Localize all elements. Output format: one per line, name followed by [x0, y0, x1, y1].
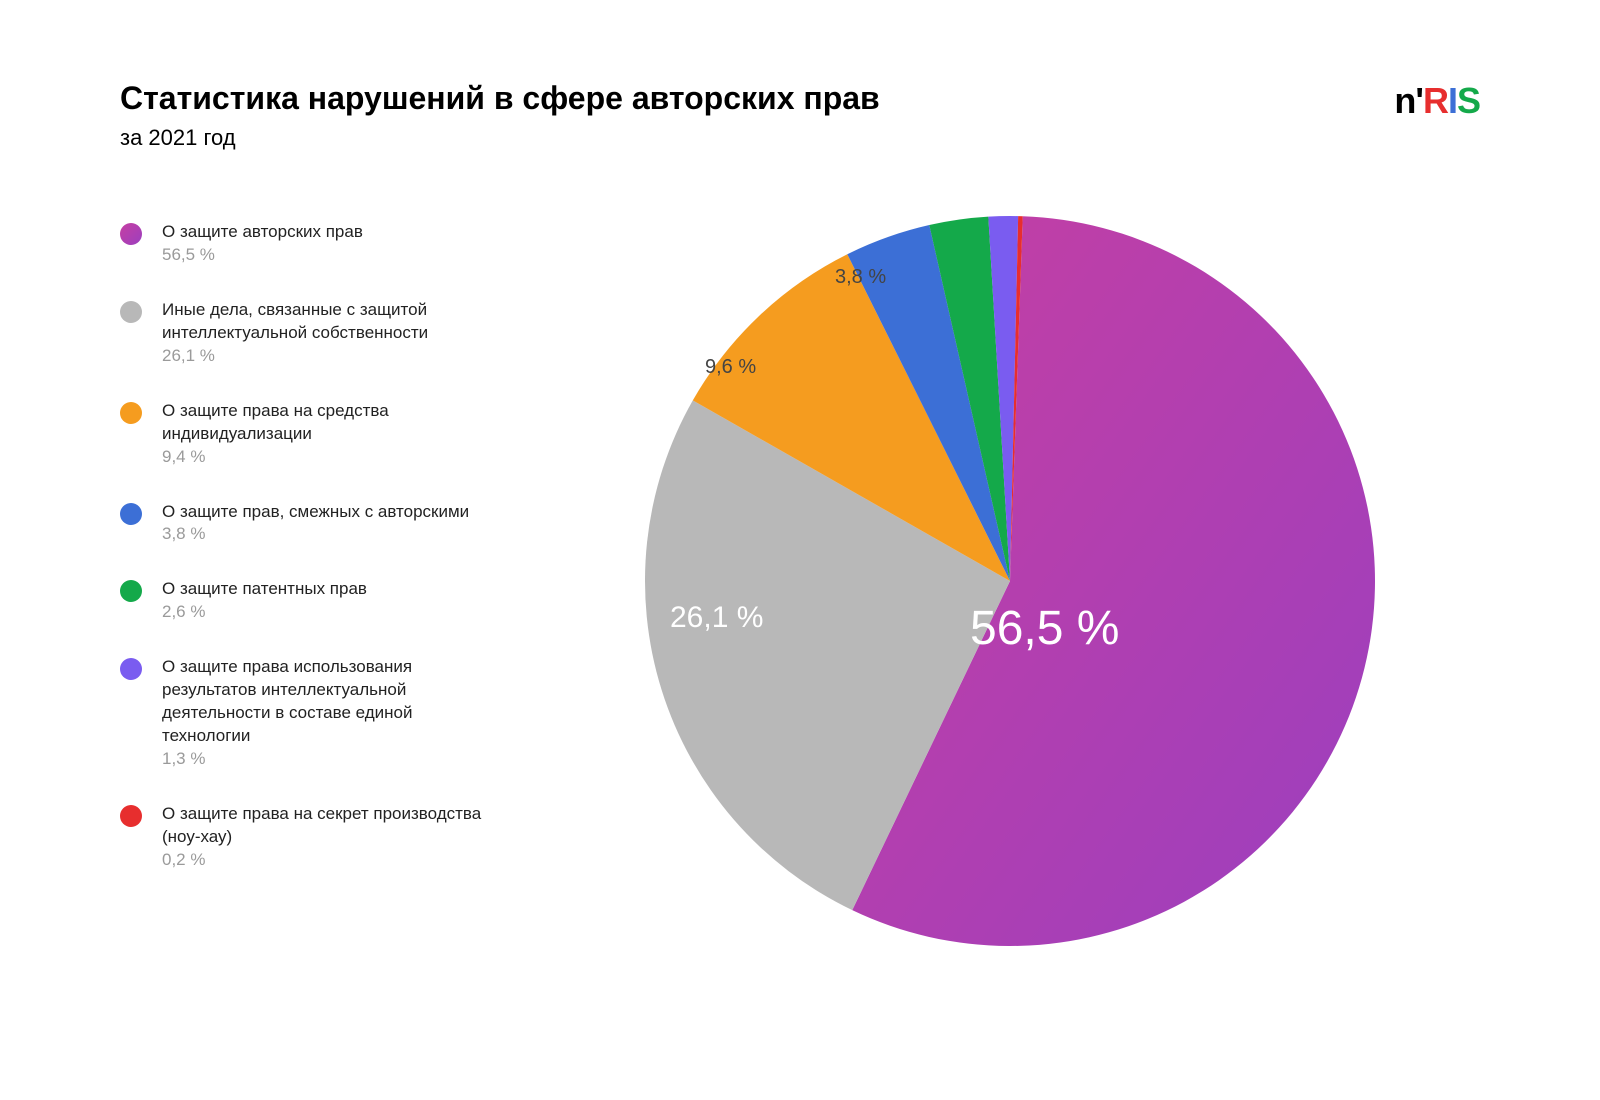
- legend-label: О защите патентных прав: [162, 578, 367, 601]
- legend-text: О защите прав, смежных с авторскими3,8 %: [162, 501, 469, 547]
- legend-label: О защите прав, смежных с авторскими: [162, 501, 469, 524]
- legend-swatch: [120, 223, 142, 245]
- legend-swatch: [120, 805, 142, 827]
- legend-swatch: [120, 402, 142, 424]
- pie-slice-label: 3,8 %: [835, 266, 886, 289]
- legend-value: 0,2 %: [162, 849, 500, 872]
- legend-item: О защите права на секрет производства (н…: [120, 803, 500, 872]
- legend-item: О защите прав, смежных с авторскими3,8 %: [120, 501, 500, 547]
- legend-swatch: [120, 580, 142, 602]
- legend-text: Иные дела, связанные с защитой интеллект…: [162, 299, 500, 368]
- logo-n: n: [1394, 80, 1415, 121]
- chart-area: 56,5 % 26,1 % 9,6 % 3,8 %: [540, 211, 1480, 951]
- pie-slice-label: 26,1 %: [670, 601, 763, 635]
- pie-slice-label: 9,6 %: [705, 356, 756, 379]
- legend-label: О защите права использования результатов…: [162, 656, 500, 748]
- chart-title: Статистика нарушений в сфере авторских п…: [120, 80, 880, 117]
- legend-text: О защите авторских прав56,5 %: [162, 221, 363, 267]
- header: Статистика нарушений в сфере авторских п…: [120, 80, 1480, 151]
- legend: О защите авторских прав56,5 % Иные дела, …: [120, 211, 500, 951]
- logo: n'RIS: [1394, 80, 1480, 122]
- pie-slice-label: 56,5 %: [970, 601, 1119, 656]
- legend-value: 56,5 %: [162, 244, 363, 267]
- legend-item: О защите авторских прав56,5 %: [120, 221, 500, 267]
- legend-label: О защите права на средства индивидуализа…: [162, 400, 500, 446]
- logo-i: I: [1448, 80, 1457, 121]
- legend-swatch: [120, 301, 142, 323]
- legend-text: О защите права использования результатов…: [162, 656, 500, 771]
- logo-apostrophe: ': [1415, 80, 1423, 121]
- legend-item: О защите права на средства индивидуализа…: [120, 400, 500, 469]
- legend-item: Иные дела, связанные с защитой интеллект…: [120, 299, 500, 368]
- legend-value: 2,6 %: [162, 601, 367, 624]
- legend-label: О защите права на секрет производства (н…: [162, 803, 500, 849]
- logo-s: S: [1457, 80, 1480, 121]
- logo-r: R: [1423, 80, 1448, 121]
- legend-text: О защите патентных прав2,6 %: [162, 578, 367, 624]
- legend-label: Иные дела, связанные с защитой интеллект…: [162, 299, 500, 345]
- legend-value: 26,1 %: [162, 345, 500, 368]
- legend-swatch: [120, 503, 142, 525]
- pie-chart: [640, 211, 1380, 951]
- legend-item: О защите права использования результатов…: [120, 656, 500, 771]
- legend-label: О защите авторских прав: [162, 221, 363, 244]
- legend-text: О защите права на средства индивидуализа…: [162, 400, 500, 469]
- content: О защите авторских прав56,5 %Иные дела, …: [120, 211, 1480, 951]
- legend-value: 1,3 %: [162, 748, 500, 771]
- legend-value: 9,4 %: [162, 446, 500, 469]
- legend-swatch: [120, 658, 142, 680]
- legend-text: О защите права на секрет производства (н…: [162, 803, 500, 872]
- chart-subtitle: за 2021 год: [120, 125, 880, 151]
- legend-item: О защите патентных прав2,6 %: [120, 578, 500, 624]
- legend-value: 3,8 %: [162, 523, 469, 546]
- title-block: Статистика нарушений в сфере авторских п…: [120, 80, 880, 151]
